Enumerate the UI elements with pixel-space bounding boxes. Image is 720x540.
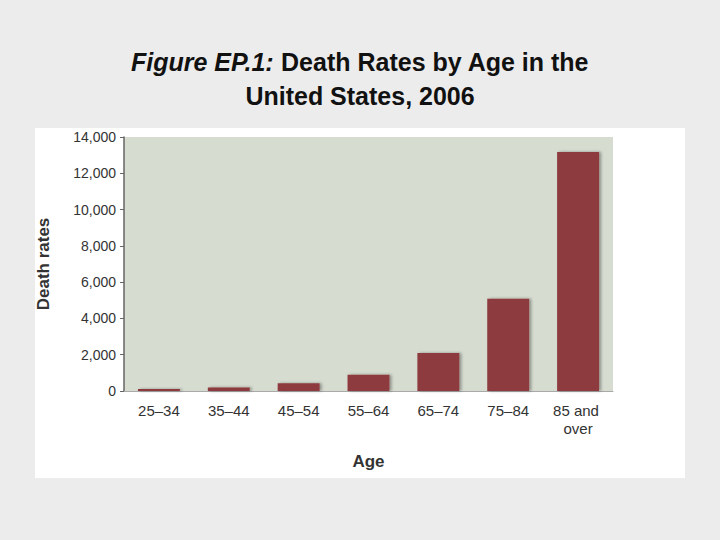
svg-text:35–44: 35–44 (208, 402, 250, 419)
svg-text:8,000: 8,000 (81, 238, 116, 254)
svg-text:85 and: 85 and (553, 402, 603, 419)
svg-text:25–34: 25–34 (138, 402, 180, 419)
svg-text:Age: Age (352, 452, 384, 471)
svg-text:55–64: 55–64 (348, 402, 390, 419)
svg-text:45–54: 45–54 (278, 402, 320, 419)
svg-text:12,000: 12,000 (73, 165, 116, 181)
svg-text:Figure EP.1:: Figure EP.1: (131, 48, 274, 76)
svg-text:75–84: 75–84 (487, 402, 529, 419)
svg-text:over: over (563, 420, 592, 437)
svg-text:14,000: 14,000 (73, 129, 116, 145)
svg-text:United States, 2006: United States, 2006 (245, 82, 474, 110)
svg-text:65–74: 65–74 (417, 402, 459, 419)
svg-text:6,000: 6,000 (81, 274, 116, 290)
svg-text:2,000: 2,000 (81, 347, 116, 363)
svg-text:Death rates: Death rates (34, 218, 53, 311)
svg-text:10,000: 10,000 (73, 202, 116, 218)
svg-text:Death Rates by Age in the: Death Rates by Age in the (274, 48, 589, 76)
svg-text:4,000: 4,000 (81, 310, 116, 326)
svg-text:0: 0 (108, 383, 116, 399)
